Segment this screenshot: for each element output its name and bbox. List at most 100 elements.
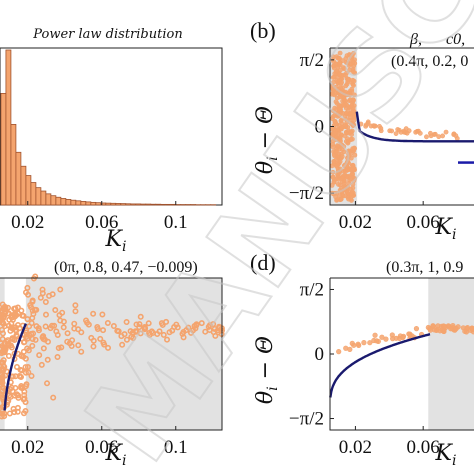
data-point [453, 133, 459, 139]
panel-b-ylabel: θi − Θ [253, 106, 281, 174]
data-point [78, 329, 85, 336]
data-point [333, 150, 339, 155]
data-point [19, 312, 26, 319]
data-point [90, 343, 97, 350]
data-point [22, 355, 29, 362]
data-point [14, 404, 21, 411]
data-point [349, 191, 355, 197]
panel-b-param-beta: β, [409, 31, 422, 48]
data-point [437, 328, 443, 334]
data-point [343, 83, 349, 89]
data-point [337, 159, 343, 164]
histogram-bar [10, 124, 17, 206]
data-point [5, 310, 12, 317]
histogram-bar [165, 203, 172, 206]
panel-b-plot: 0.02 0.06 π/2 0 −π/2 [289, 47, 474, 233]
data-point [164, 336, 171, 343]
data-point [29, 342, 36, 349]
data-point [0, 408, 6, 415]
data-point [343, 345, 349, 351]
histogram-bar [170, 203, 177, 206]
data-point [345, 167, 351, 173]
data-point [414, 128, 420, 134]
data-point [214, 327, 221, 334]
data-point [346, 196, 351, 202]
data-point [337, 50, 343, 56]
data-point [3, 368, 10, 375]
histogram-bar [45, 193, 52, 206]
histogram-bar [75, 200, 82, 206]
data-point [351, 118, 357, 123]
data-point [0, 316, 5, 323]
data-point [75, 342, 82, 349]
x-tick-label: 0.02 [339, 437, 372, 458]
data-point [2, 305, 9, 312]
data-point [123, 319, 130, 326]
data-point [330, 169, 336, 175]
data-point [343, 110, 349, 116]
data-point [371, 123, 377, 129]
histogram-bar [160, 203, 167, 206]
data-point [338, 138, 343, 144]
data-point [33, 306, 40, 313]
data-point [25, 347, 32, 354]
data-point [18, 353, 25, 360]
data-point [428, 130, 433, 136]
histogram-bar [35, 187, 42, 206]
histogram-bar [70, 199, 77, 206]
x-tick-label: 0.06 [85, 212, 118, 233]
data-point [26, 323, 33, 330]
data-point [339, 80, 345, 85]
panel-d-ylabel: θi − Θ [253, 336, 281, 404]
data-point [367, 340, 373, 346]
data-point [101, 341, 108, 348]
data-point [350, 123, 356, 129]
data-point [339, 188, 345, 194]
histogram-bar [80, 201, 87, 206]
data-point [406, 128, 412, 134]
data-point [339, 154, 345, 160]
data-point [18, 384, 25, 391]
data-point [11, 305, 18, 312]
data-point [21, 392, 28, 399]
data-point [29, 335, 36, 342]
data-point [1, 323, 8, 330]
data-point [331, 65, 337, 71]
data-point [332, 118, 338, 124]
data-point [110, 323, 117, 330]
data-point [443, 129, 449, 135]
histogram-bar [15, 151, 22, 206]
data-point [60, 324, 67, 331]
panel-a: Power law distribution 0.02 0.06 0.1 Ki [0, 27, 223, 255]
data-point [83, 317, 90, 324]
data-point [180, 334, 187, 341]
data-point [398, 129, 404, 135]
data-point [334, 156, 339, 162]
x-tick-label: 0.06 [407, 437, 440, 458]
fit-curve [3, 323, 27, 411]
data-point [44, 338, 51, 345]
data-point [54, 353, 61, 360]
data-point [136, 324, 143, 331]
data-point [72, 302, 79, 309]
data-point [52, 306, 59, 313]
data-point [340, 102, 346, 108]
data-point [338, 67, 343, 73]
data-point [123, 336, 130, 343]
data-point [348, 155, 354, 161]
data-point [347, 97, 353, 103]
data-point [15, 310, 22, 317]
histogram-bar [125, 203, 132, 206]
data-point [136, 321, 143, 328]
data-point [121, 331, 128, 338]
data-point [339, 176, 345, 182]
data-point [348, 176, 353, 181]
data-point [97, 335, 104, 342]
histogram-bar [40, 190, 47, 206]
data-point [137, 313, 144, 320]
panel-b-label: (b) [250, 18, 276, 43]
data-point [378, 125, 384, 131]
data-point [393, 131, 399, 136]
data-point [105, 344, 112, 351]
data-point [469, 325, 474, 331]
